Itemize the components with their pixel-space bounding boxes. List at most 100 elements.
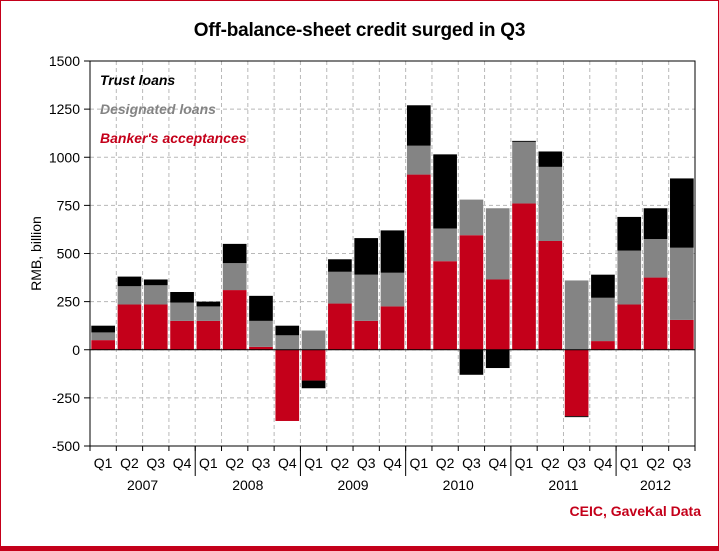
x-year-label: 2007 <box>127 477 158 493</box>
bar-trust-loans <box>328 259 352 272</box>
bar-trust-loans <box>406 105 431 146</box>
x-quarter-label: Q3 <box>567 455 586 471</box>
bar-trust-loans <box>564 416 589 418</box>
bar-bankers-acceptances <box>196 320 221 350</box>
bar-designated-loans <box>670 247 694 320</box>
bar-bankers-acceptances <box>275 349 300 421</box>
bar-designated-loans <box>249 320 273 347</box>
y-tick-label: 750 <box>57 197 81 213</box>
bar-designated-loans <box>459 199 484 236</box>
x-year-label: 2012 <box>640 477 671 493</box>
bar-trust-loans <box>459 349 484 375</box>
x-year-label: 2009 <box>337 477 368 493</box>
bar-designated-loans <box>143 285 168 305</box>
x-quarter-label: Q3 <box>357 455 376 471</box>
chart-title: Off-balance-sheet credit surged in Q3 <box>193 20 526 41</box>
bar-bankers-acceptances <box>91 340 115 350</box>
bar-designated-loans <box>275 335 300 350</box>
bar-trust-loans <box>512 140 536 142</box>
x-quarter-label: Q4 <box>278 455 297 471</box>
bar-designated-loans <box>406 145 431 175</box>
bar-designated-loans <box>433 228 457 262</box>
bar-bankers-acceptances <box>301 349 326 381</box>
bar-bankers-acceptances <box>249 346 273 350</box>
bar-trust-loans <box>485 349 510 369</box>
bar-designated-loans <box>117 286 142 305</box>
x-quarter-label: Q4 <box>594 455 613 471</box>
bar-bankers-acceptances <box>564 349 589 417</box>
y-axis-label: RMB, billion <box>28 216 44 291</box>
bar-bankers-acceptances <box>380 306 405 350</box>
x-quarter-label: Q4 <box>173 455 192 471</box>
x-quarter-label: Q2 <box>120 455 139 471</box>
x-quarter-label: Q1 <box>304 455 323 471</box>
bar-trust-loans <box>170 292 194 303</box>
x-quarter-label: Q1 <box>515 455 534 471</box>
bar-trust-loans <box>380 230 405 273</box>
bar-trust-loans <box>433 154 457 229</box>
bar-bankers-acceptances <box>354 320 379 350</box>
legend-trust-loans: Trust loans <box>100 72 175 88</box>
bar-bankers-acceptances <box>433 261 457 350</box>
bar-trust-loans <box>591 274 615 298</box>
bar-designated-loans <box>643 239 668 278</box>
bar-trust-loans <box>275 325 300 336</box>
bar-trust-loans <box>354 238 379 275</box>
bar-bankers-acceptances <box>538 240 563 350</box>
bar-designated-loans <box>301 330 326 350</box>
bar-trust-loans <box>222 243 247 264</box>
x-quarter-label: Q2 <box>331 455 350 471</box>
bars <box>91 105 694 421</box>
bar-bankers-acceptances <box>222 290 247 350</box>
bar-designated-loans <box>617 250 642 305</box>
bar-designated-loans <box>328 271 352 304</box>
x-quarter-label: Q3 <box>673 455 692 471</box>
bar-bankers-acceptances <box>643 277 668 350</box>
x-quarter-label: Q1 <box>409 455 428 471</box>
y-tick-label: -500 <box>52 438 80 454</box>
bar-bankers-acceptances <box>485 279 510 350</box>
x-year-label: 2008 <box>232 477 263 493</box>
bottom-rule <box>0 546 719 551</box>
x-quarter-label: Q4 <box>383 455 402 471</box>
bar-trust-loans <box>617 216 642 251</box>
x-year-label: 2010 <box>443 477 474 493</box>
bar-bankers-acceptances <box>459 235 484 350</box>
bar-designated-loans <box>196 306 221 321</box>
source-note: CEIC, GaveKal Data <box>569 503 702 519</box>
y-tick-label: -250 <box>52 390 80 406</box>
bar-designated-loans <box>485 208 510 280</box>
bar-bankers-acceptances <box>328 303 352 350</box>
bar-designated-loans <box>538 166 563 241</box>
axes: 1500 1250 1000 750 500 250 0 -250 -500 Q1 Q2 Q3 Q4 Q1… <box>28 53 696 493</box>
bar-bankers-acceptances <box>406 174 431 350</box>
bar-trust-loans <box>143 279 168 286</box>
x-quarter-label: Q1 <box>199 455 218 471</box>
x-year-label: 2011 <box>548 477 578 493</box>
x-quarter-label: Q2 <box>541 455 560 471</box>
bar-designated-loans <box>170 302 194 321</box>
y-tick-label: 1250 <box>49 101 80 117</box>
bar-bankers-acceptances <box>143 304 168 350</box>
bar-trust-loans <box>643 208 668 240</box>
y-tick-label: 1000 <box>49 149 80 165</box>
legend-designated-loans: Designated loans <box>100 101 216 117</box>
bar-trust-loans <box>249 295 273 321</box>
bar-designated-loans <box>564 280 589 350</box>
y-tick-label: 500 <box>57 246 81 262</box>
y-tick-label: 1500 <box>49 53 80 69</box>
bar-trust-loans <box>538 151 563 167</box>
legend-bankers-acceptances: Banker's acceptances <box>100 130 247 146</box>
bar-bankers-acceptances <box>170 320 194 350</box>
x-quarter-label: Q1 <box>620 455 639 471</box>
x-quarter-label: Q4 <box>488 455 507 471</box>
bar-bankers-acceptances <box>670 319 694 350</box>
y-tick-label: 0 <box>72 342 80 358</box>
x-quarter-label: Q1 <box>94 455 113 471</box>
legend: Trust loans Designated loans Banker's acce… <box>100 72 247 146</box>
x-quarter-label: Q2 <box>225 455 244 471</box>
bar-designated-loans <box>380 272 405 307</box>
bar-trust-loans <box>117 276 142 287</box>
bar-designated-loans <box>354 274 379 321</box>
